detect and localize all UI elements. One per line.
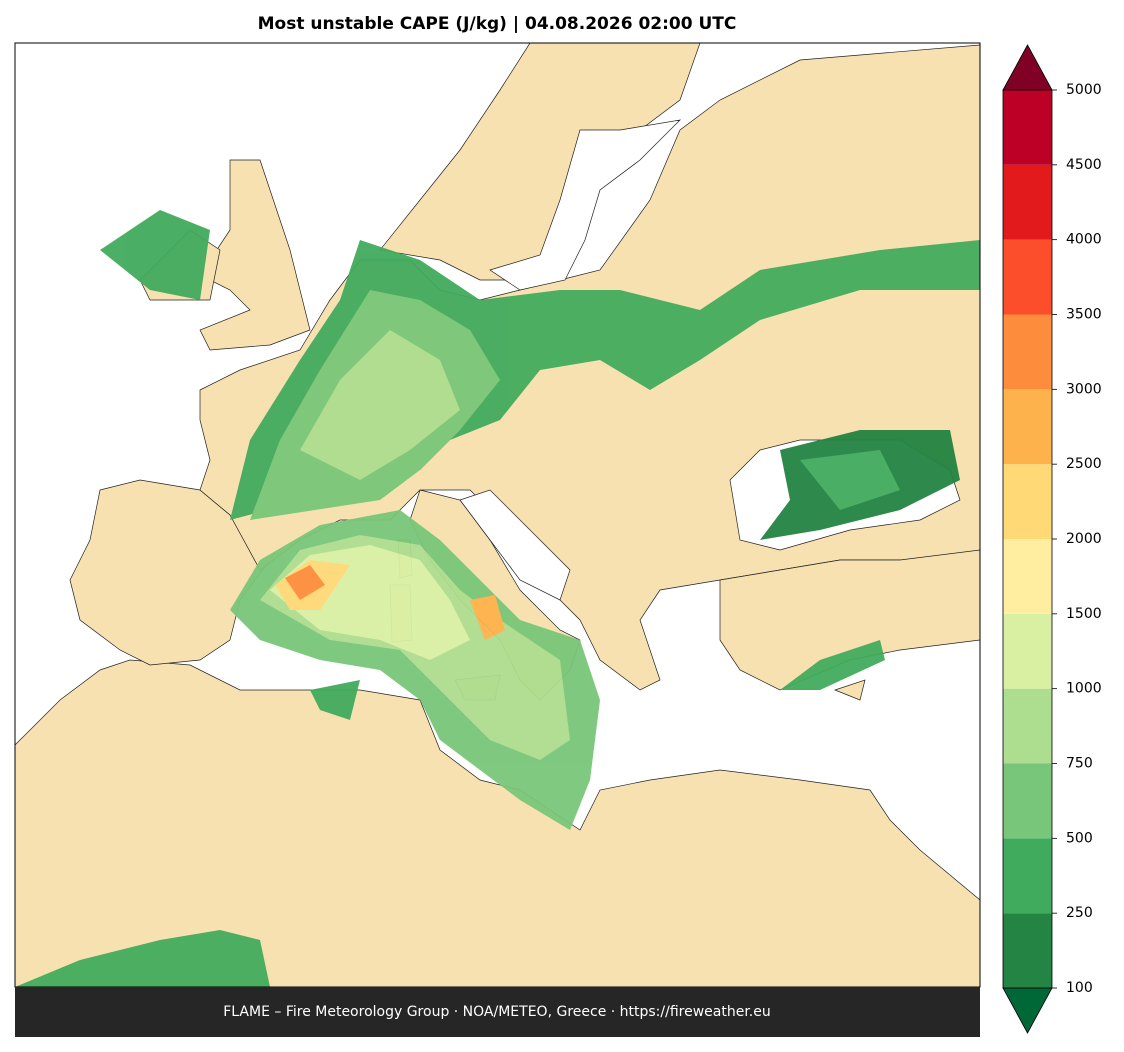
colorbar-segment [1003, 763, 1052, 839]
footer-bar [15, 987, 980, 1037]
colorbar-segment [1003, 314, 1052, 390]
colorbar-tick-label: 1500 [1066, 606, 1102, 622]
colorbar-tick-label: 3000 [1066, 381, 1102, 397]
colorbar-segment [1003, 838, 1052, 914]
cyprus [833, 679, 866, 701]
colorbar-segment [1003, 239, 1052, 315]
colorbar-tick-label: 500 [1066, 830, 1093, 846]
colorbar-tick-label: 100 [1066, 980, 1093, 996]
colorbar-tick-label: 2500 [1066, 456, 1102, 472]
colorbar-segment [1003, 90, 1052, 165]
colorbar-segment [1003, 539, 1052, 614]
map-title: Most unstable CAPE (J/kg) | 04.08.2026 0… [258, 14, 737, 34]
footer-text: FLAME – Fire Meteorology Group · NOA/MET… [223, 1004, 771, 1020]
colorbar-segment [1003, 389, 1052, 465]
baltic [489, 119, 682, 291]
great-britain [199, 159, 311, 351]
colorbar-tick-label: 250 [1066, 905, 1093, 921]
colorbar-tick-label: 4000 [1066, 232, 1102, 248]
colorbar-over [1002, 44, 1053, 91]
colorbar-segment [1003, 688, 1052, 764]
turkey [719, 549, 980, 691]
colorbar-tick-label: 750 [1066, 756, 1093, 772]
colorbar-segment [1003, 164, 1052, 240]
colorbar-segment [1003, 613, 1052, 689]
colorbar-tick-label: 3500 [1066, 307, 1102, 323]
colorbar-tick-label: 5000 [1066, 82, 1102, 98]
colorbar-under [1002, 987, 1053, 1034]
colorbar-tick-label: 4500 [1066, 157, 1102, 173]
colorbar-tick-label: 1000 [1066, 681, 1102, 697]
colorbar-segment [1003, 913, 1052, 988]
colorbar: 100 250 500 750 1000 1500 2000 2500 3000 3500 4000… [1002, 44, 1102, 1034]
adriatic [459, 489, 571, 601]
map [14, 42, 981, 988]
cape-field [15, 210, 980, 987]
colorbar-tick-label: 2000 [1066, 531, 1102, 547]
colorbar-segment [1003, 464, 1052, 539]
